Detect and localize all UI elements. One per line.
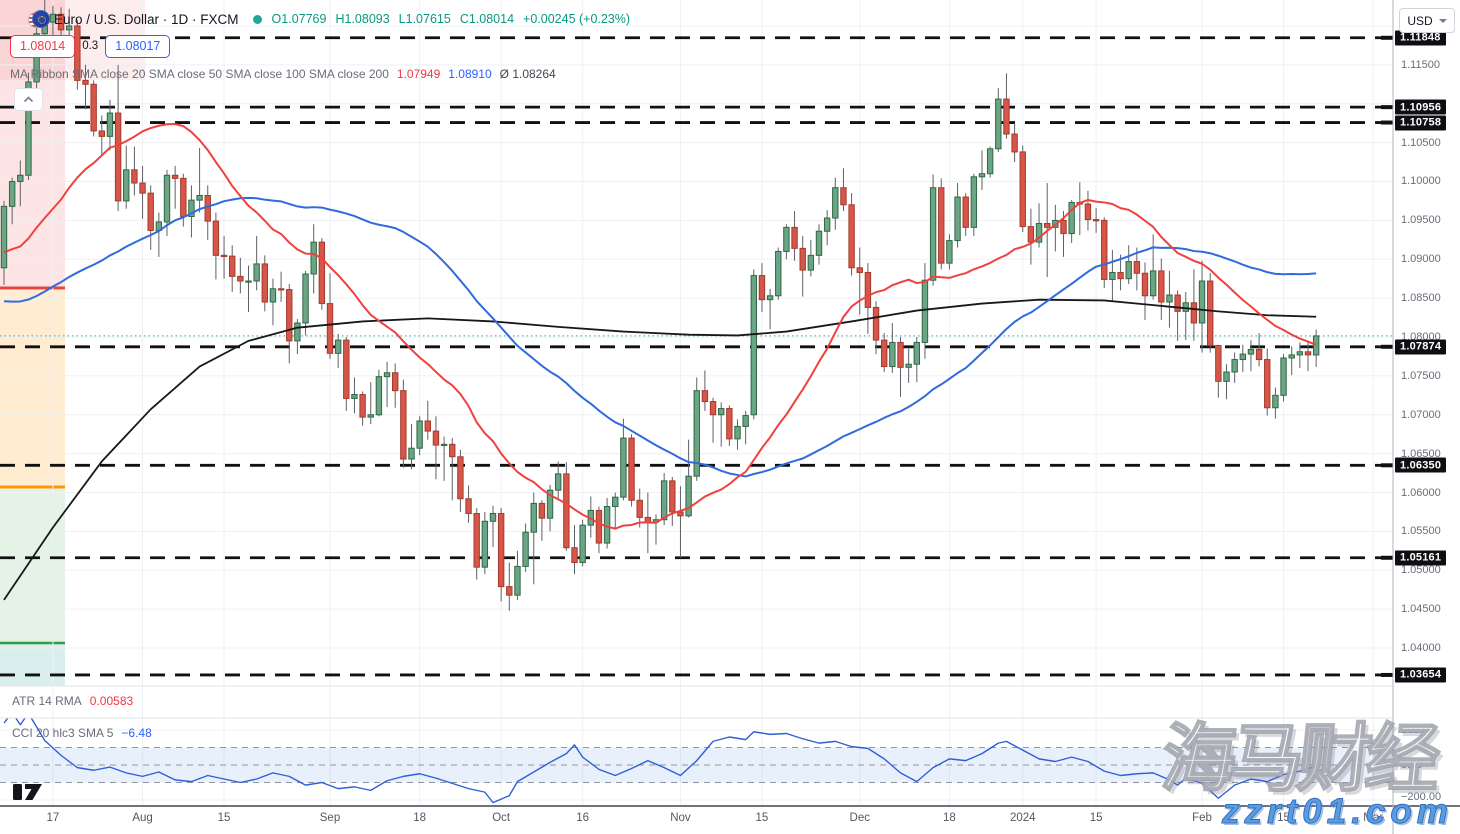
- currency-label: USD: [1407, 13, 1433, 28]
- time-tick-label: 18: [413, 812, 427, 824]
- sma20-line: [3, 123, 1317, 530]
- cci-tick-label: 200.00: [1401, 724, 1435, 736]
- ma20-value: 1.07949: [396, 67, 441, 81]
- symbol-row: Euro / U.S. Dollar · 1D · FXCM O1.07769 …: [28, 9, 630, 29]
- candlestick-series[interactable]: [0, 0, 1320, 611]
- price-tick-label: 1.06500: [1401, 447, 1441, 460]
- price-level-badge: 1.10758: [1395, 115, 1447, 131]
- atr-value: 0.00583: [89, 694, 134, 708]
- price-level-badge: 1.03654: [1395, 667, 1447, 683]
- price-tick-label: 1.10500: [1401, 136, 1441, 149]
- time-tick-label: 16: [576, 812, 590, 824]
- sma-slow-line: [3, 298, 1317, 601]
- buy-price-button[interactable]: 1.08017: [105, 34, 171, 58]
- price-level-badge: 1.11848: [1395, 30, 1446, 46]
- price-tick-label: 1.07000: [1401, 408, 1441, 421]
- currency-dropdown[interactable]: USD: [1399, 8, 1455, 33]
- cci-line: [3, 718, 1317, 804]
- cci-tick-label: 0.00: [1401, 759, 1423, 771]
- price-tick-label: 1.04000: [1401, 642, 1441, 655]
- price-level-badge: 1.10956: [1395, 99, 1447, 115]
- time-tick-label: Sep: [319, 812, 341, 824]
- time-tick-label: Oct: [492, 812, 511, 824]
- price-tick-label: 1.10000: [1401, 175, 1441, 188]
- cci-legend[interactable]: CCI 20 hlc3 SMA 5 −6.48: [12, 726, 152, 740]
- high-value: H1.08093: [335, 12, 390, 26]
- time-tick-label: 15: [1089, 812, 1103, 824]
- close-value: C1.08014: [459, 12, 515, 26]
- bid-ask-row: 1.08014 0.3 1.08017: [10, 34, 171, 58]
- cci-value: −6.48: [121, 726, 152, 740]
- time-tick-label: Mar: [1363, 812, 1384, 824]
- cci-tick-label: −200.00: [1401, 791, 1442, 803]
- chevron-up-icon: [23, 96, 34, 103]
- price-level-badge: 1.07874: [1395, 339, 1447, 355]
- time-tick-label: Nov: [670, 812, 691, 824]
- collapse-panel-button[interactable]: [14, 88, 43, 111]
- price-tick-label: 1.07500: [1401, 369, 1441, 382]
- time-tick-label: Dec: [849, 812, 870, 824]
- time-tick-label: 15: [755, 812, 769, 824]
- sma50-line: [3, 196, 1317, 478]
- price-level-badge: 1.05161: [1395, 550, 1447, 566]
- atr-label: ATR 14 RMA: [12, 694, 82, 708]
- cci-label: CCI 20 hlc3 SMA 5: [12, 726, 114, 740]
- atr-legend[interactable]: ATR 14 RMA 0.00583: [12, 694, 133, 708]
- demand-zone-green[interactable]: [0, 487, 65, 643]
- chevron-down-icon: [1438, 18, 1447, 23]
- price-tick-label: 1.05500: [1401, 525, 1441, 538]
- eurusd-pair-icon: [28, 10, 50, 28]
- price-tick-label: 1.08500: [1401, 292, 1441, 305]
- price-tick-label: 1.05000: [1401, 564, 1441, 577]
- ma-ribbon-lines: [3, 123, 1317, 601]
- change-value: +0.00245 (+0.23%): [523, 12, 631, 26]
- time-tick-label: 18: [942, 812, 956, 824]
- tradingview-logo[interactable]: [12, 781, 44, 803]
- ma-average-value: Ø 1.08264: [499, 67, 556, 81]
- time-tick-label: 15: [217, 812, 231, 824]
- price-tick-label: 1.11500: [1401, 58, 1440, 71]
- price-tick-label: 1.09000: [1401, 253, 1441, 266]
- time-tick-label: 17: [46, 812, 60, 824]
- time-tick-label: Feb: [1192, 812, 1212, 824]
- spread-value: 0.3: [82, 40, 99, 52]
- time-tick-label: 15: [1277, 812, 1290, 824]
- price-tick-label: 1.06000: [1401, 486, 1441, 499]
- ma50-value: 1.08910: [448, 67, 492, 81]
- low-value: L1.07615: [398, 12, 451, 26]
- time-axis[interactable]: 17 Aug 15 Sep 18 Oct 16 Nov 15 Dec 18 2024 15 Feb 15 Ma…: [0, 806, 1460, 834]
- price-tick-label: 1.04500: [1401, 603, 1441, 616]
- open-value: O1.07769: [271, 12, 327, 26]
- ohlc-values: O1.07769 H1.08093 L1.07615 C1.08014: [272, 12, 515, 26]
- time-tick-label: 2024: [1009, 812, 1036, 824]
- sell-price-button[interactable]: 1.08014: [10, 34, 76, 58]
- market-status-icon: [252, 14, 262, 24]
- demand-zone-orange[interactable]: [0, 290, 65, 487]
- symbol-title[interactable]: Euro / U.S. Dollar · 1D · FXCM: [54, 11, 239, 27]
- time-tick-label: Aug: [132, 812, 153, 824]
- price-tick-label: 1.09500: [1401, 214, 1441, 227]
- demand-zone-teal[interactable]: [0, 643, 65, 686]
- price-level-badge: 1.06350: [1395, 457, 1447, 473]
- price-axis[interactable]: 1.11500 1.10500 1.10000 1.09500 1.09000 1.085…: [1393, 0, 1460, 806]
- ma-ribbon-legend[interactable]: MA Ribbon SMA close 20 SMA close 50 SMA …: [10, 67, 556, 81]
